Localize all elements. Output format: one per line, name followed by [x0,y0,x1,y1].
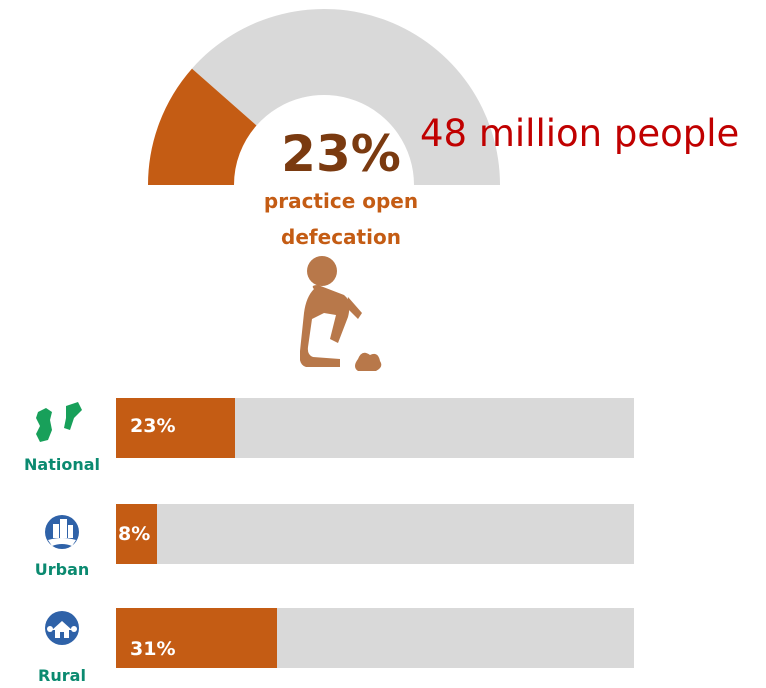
gauge-chart [148,8,500,185]
bar-track-urban: 8% [116,504,634,564]
bar-track-rural: 31% [116,608,634,668]
bar-value-national: 23% [130,415,176,437]
people-count: 48 million people [420,112,740,155]
nigeria-map-icon [36,402,82,442]
house-icon [45,611,79,645]
bar-fill-rural [116,608,277,668]
gauge-track [191,8,500,185]
bar-track-national: 23% [116,398,634,458]
bar-value-rural: 31% [130,638,176,660]
gauge-percent: 23% [281,125,401,183]
bar-fill-urban [116,504,158,564]
gauge-fill [148,68,257,185]
row-rural: Rural 31% [0,608,766,688]
row-label-national: National [24,455,100,474]
row-national: National 23% [0,398,766,478]
gauge-description: practice open defecation [263,189,419,249]
row-label-urban: Urban [34,560,90,579]
row-label-rural: Rural [38,666,86,685]
bar-fill-national [116,398,236,458]
squatting-person-icon [300,256,382,371]
city-icon [45,515,79,549]
row-urban: Urban 8% [0,504,766,584]
bar-value-urban: 8% [118,523,151,545]
